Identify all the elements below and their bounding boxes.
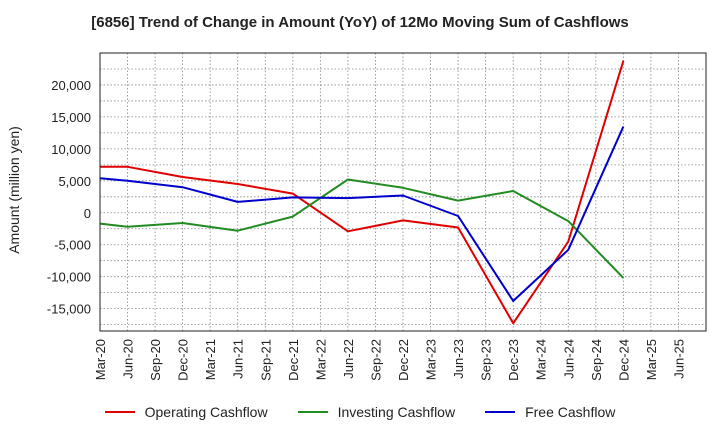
x-tick-label: Sep-21 — [258, 339, 273, 381]
x-tick-label: Sep-23 — [479, 339, 494, 381]
x-tick-label: Mar-20 — [93, 339, 108, 380]
series-line-investing-cashflow — [99, 178, 625, 279]
x-tick-label: Dec-20 — [176, 339, 191, 381]
y-axis-label: Amount (million yen) — [6, 126, 22, 254]
x-tick-label: Dec-22 — [396, 339, 411, 381]
x-tick-label: Jun-25 — [671, 339, 686, 379]
series-layer — [99, 60, 625, 325]
x-tick-label: Sep-24 — [589, 339, 604, 381]
x-tick-label: Mar-21 — [203, 339, 218, 380]
x-tick-label: Dec-24 — [616, 339, 631, 381]
grid — [100, 53, 706, 331]
legend-item-investing: Investing Cashflow — [297, 404, 456, 420]
y-tick-label: 10,000 — [51, 142, 91, 157]
x-tick-label: Jun-23 — [451, 339, 466, 379]
legend-item-operating: Operating Cashflow — [104, 404, 268, 420]
x-tick-labels: Mar-20 Jun-20 Sep-20 Dec-20 Mar-21 Jun-21 Sep-… — [93, 339, 686, 381]
x-tick-label: Sep-20 — [148, 339, 163, 381]
y-tick-label: 0 — [84, 206, 91, 221]
series-line-free-cashflow — [99, 126, 625, 302]
x-tick-label: Mar-25 — [644, 339, 659, 380]
chart-title: [6856] Trend of Change in Amount (YoY) o… — [91, 14, 629, 31]
y-tick-label: 15,000 — [51, 110, 91, 125]
x-tick-label: Jun-24 — [561, 339, 576, 379]
legend-label-investing: Investing Cashflow — [337, 404, 456, 420]
legend: Operating Cashflow Investing Cashflow Fr… — [0, 404, 720, 420]
y-tick-label: -5,000 — [54, 238, 91, 253]
x-tick-label: Sep-22 — [368, 339, 383, 381]
y-tick-labels: -15,000 -10,000 -5,000 0 5,000 10,000 15,000 20… — [47, 78, 91, 317]
legend-item-free: Free Cashflow — [485, 404, 615, 420]
y-tick-label: -10,000 — [47, 270, 91, 285]
y-tick-label: 20,000 — [51, 78, 91, 93]
legend-label-operating: Operating Cashflow — [144, 404, 268, 420]
x-tick-label: Jun-22 — [341, 339, 356, 379]
x-tick-label: Dec-21 — [286, 339, 301, 381]
x-tick-label: Jun-20 — [121, 339, 136, 379]
x-tick-label: Dec-23 — [506, 339, 521, 381]
legend-swatch-operating — [104, 411, 135, 413]
series-line-operating-cashflow — [100, 60, 625, 325]
x-tick-label: Mar-23 — [424, 339, 439, 380]
x-tick-label: Mar-24 — [534, 339, 549, 380]
plot-frame — [99, 52, 707, 332]
y-tick-label: 5,000 — [58, 174, 91, 189]
x-tick-label: Jun-21 — [231, 339, 246, 379]
legend-swatch-free — [485, 411, 516, 413]
legend-swatch-investing — [297, 411, 328, 413]
x-tick-label: Mar-22 — [313, 339, 328, 380]
legend-label-free: Free Cashflow — [525, 404, 616, 420]
y-tick-label: -15,000 — [47, 302, 91, 317]
